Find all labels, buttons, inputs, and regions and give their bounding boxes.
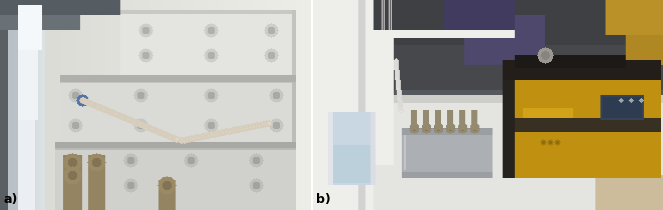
Text: a): a): [3, 193, 17, 206]
Text: b): b): [316, 193, 332, 206]
